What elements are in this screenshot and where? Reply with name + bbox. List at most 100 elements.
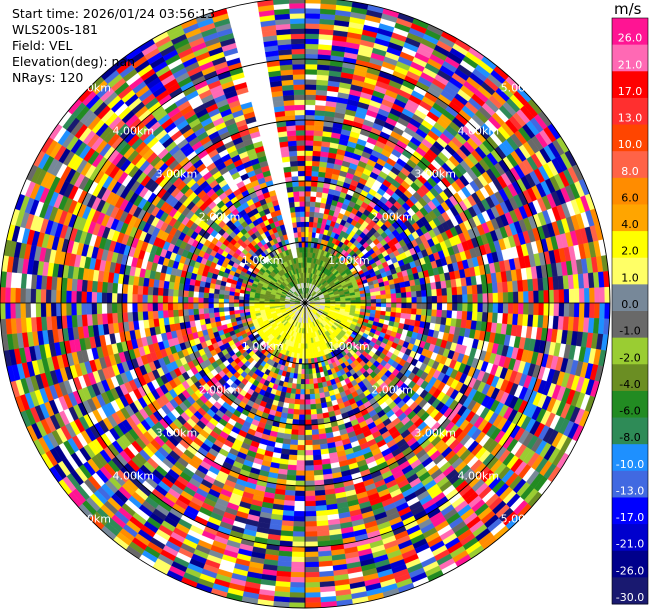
radar-gate: [311, 434, 320, 441]
radar-gate: [306, 338, 310, 344]
radar-gate: [304, 556, 319, 563]
radar-gate: [296, 455, 306, 461]
radar-gate: [294, 500, 306, 507]
radar-gate: [308, 368, 313, 375]
radar-gate: [312, 439, 321, 446]
radar-gate: [304, 150, 314, 156]
radar-gate: [431, 302, 438, 311]
radar-gate: [304, 48, 319, 55]
radar-gate: [405, 313, 412, 320]
radar-gate: [421, 308, 427, 316]
radar-gate: [296, 378, 302, 385]
radar-gate: [533, 302, 539, 316]
radar-gate: [304, 409, 312, 415]
radar-gate: [301, 353, 306, 360]
radar-gate: [304, 145, 314, 151]
radar-gate: [421, 290, 427, 298]
radar-gate: [297, 429, 306, 436]
radar-gate: [386, 298, 392, 304]
radar-gate: [286, 474, 297, 481]
radar-gate: [370, 302, 377, 307]
radar-gate: [304, 69, 318, 75]
radar-gate: [313, 469, 324, 476]
radar-gate: [311, 170, 319, 177]
radar-gate: [304, 63, 318, 70]
radar-gate: [472, 293, 478, 304]
radar-gate: [405, 286, 412, 293]
radar-gate: [400, 286, 407, 294]
radar-gate: [304, 551, 319, 558]
radar-gate: [304, 602, 322, 609]
radar-gate: [313, 388, 320, 395]
radar-gate: [405, 291, 412, 298]
radar-gate: [304, 221, 310, 228]
radar-gate: [304, 531, 318, 537]
radar-gate: [297, 434, 306, 441]
radar-gate: [304, 2, 321, 9]
radar-gate: [304, 460, 314, 466]
radar-gate: [304, 53, 319, 60]
radar-gate: [310, 414, 318, 420]
radar-gate: [314, 398, 322, 405]
radar-gate: [304, 38, 319, 45]
radar-gate: [314, 494, 326, 502]
radar-gate: [311, 165, 320, 172]
radar-gate: [410, 285, 417, 292]
radar-gate: [482, 293, 489, 304]
radar-gate: [301, 368, 306, 375]
radar-gate: [304, 196, 311, 202]
radar-gate: [497, 292, 504, 304]
radar-gate: [380, 294, 387, 300]
radar-gate: [304, 475, 315, 482]
radar-gate: [304, 490, 316, 497]
radar-gate: [491, 282, 499, 294]
radar-gate: [400, 292, 407, 299]
radar-gate: [304, 211, 310, 217]
radar-gate: [304, 353, 309, 360]
radar-gate: [548, 302, 555, 317]
radar-gate: [599, 287, 606, 304]
radar-gate: [497, 302, 504, 314]
radar-gate: [441, 287, 448, 296]
radar-gate: [375, 298, 382, 304]
radar-gate: [451, 310, 458, 320]
radar-gate: [310, 186, 318, 192]
radar-gate: [370, 291, 376, 297]
radar-gate: [304, 470, 315, 476]
radar-gate: [385, 289, 392, 295]
radar-gate: [491, 312, 499, 324]
radar-gate: [496, 312, 504, 324]
radar-gate: [304, 155, 313, 162]
radar-gate: [375, 302, 382, 308]
radar-gate: [296, 465, 306, 471]
radar-gate: [563, 289, 570, 304]
radar-gate: [370, 295, 377, 300]
radar-gate: [292, 526, 306, 532]
radar-gate: [553, 302, 560, 317]
radar-gate: [304, 231, 309, 238]
radar-gate: [293, 505, 306, 512]
radar-gate: [315, 196, 322, 203]
radar-gate: [411, 308, 417, 315]
radar-gate: [345, 298, 351, 302]
radar-gate: [288, 449, 298, 456]
radar-gate: [304, 135, 314, 141]
radar-gate: [518, 302, 524, 315]
radar-gate: [304, 434, 313, 441]
radar-gate: [312, 160, 321, 167]
radar-gate: [416, 296, 423, 304]
radar-gate: [306, 343, 310, 349]
radar-gate: [304, 165, 313, 172]
radar-gate: [487, 302, 494, 313]
radar-gate: [288, 602, 306, 609]
radar-gate: [370, 299, 377, 304]
radar-gate: [411, 296, 417, 304]
radar-gate: [416, 290, 422, 298]
radar-gate: [304, 500, 316, 507]
radar-gate: [313, 130, 324, 137]
radar-gate: [446, 287, 453, 296]
radar-gate: [304, 541, 318, 548]
radar-gate: [298, 419, 306, 426]
radar-gate: [290, 571, 306, 578]
radar-gate: [304, 246, 309, 253]
